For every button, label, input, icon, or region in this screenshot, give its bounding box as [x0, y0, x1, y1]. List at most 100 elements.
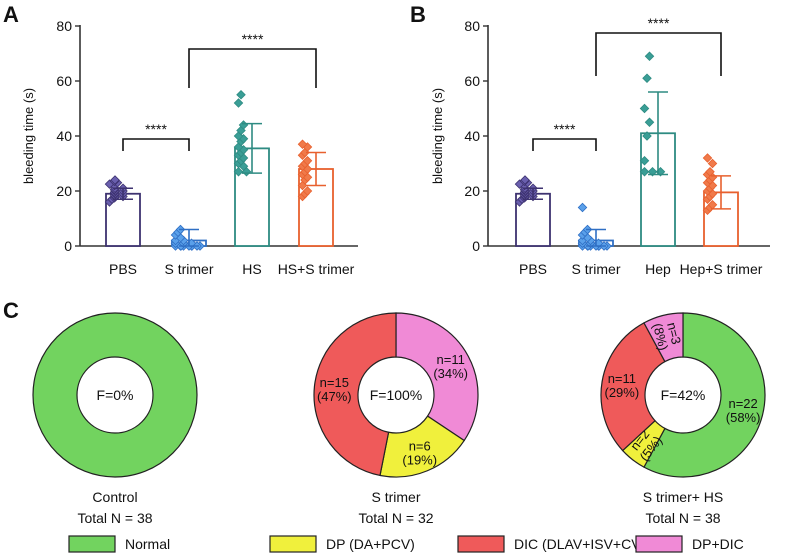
slice-label: n=15(47%)	[317, 375, 352, 404]
donut-slice	[600, 322, 666, 452]
slice-label: n=3(8%)	[650, 321, 684, 352]
donut-2: n=22(58%)n=2(5%)n=11(29%)n=3(8%)F=42%S t…	[600, 312, 766, 526]
significance-label: ****	[242, 31, 264, 47]
x-tick-label: S trimer	[165, 261, 214, 277]
slice-pct-label: (47%)	[317, 389, 352, 404]
panel-letter: C	[3, 298, 19, 323]
y-tick-label: 60	[56, 73, 72, 89]
panel-c-legend: Normal DP (DA+PCV) DIC (DLAV+ISV+CVP) DP+DI…	[68, 535, 744, 553]
slice-pct-label: (19%)	[402, 452, 437, 467]
data-point	[236, 89, 246, 100]
bar-0	[105, 192, 141, 247]
y-tick-label: 80	[56, 18, 72, 34]
slice-n-label: n=3	[664, 321, 684, 346]
x-tick-label: S trimer	[572, 261, 621, 277]
slice-n-label: n=6	[409, 438, 431, 453]
slice-label: n=11(29%)	[605, 371, 640, 400]
significance-label: ****	[648, 15, 670, 31]
donut-center-label: F=0%	[97, 387, 134, 403]
legend-label: DIC (DLAV+ISV+CVP)	[514, 536, 655, 552]
data-point	[642, 73, 652, 84]
donut-total: Total N = 38	[77, 510, 152, 526]
slice-label: n=11(34%)	[433, 352, 468, 381]
donut-center-label: F=42%	[661, 387, 706, 403]
data-point	[639, 155, 650, 166]
slice-label: n=6(19%)	[402, 438, 437, 467]
slice-pct-label: (29%)	[605, 385, 640, 400]
y-tick-label: 20	[56, 183, 72, 199]
donut-total: Total N = 38	[645, 510, 720, 526]
y-tick-label: 40	[464, 128, 480, 144]
donut-center-label: F=100%	[370, 387, 423, 403]
x-tick-label: PBS	[519, 261, 547, 277]
y-tick-label: 80	[464, 18, 480, 34]
data-point	[233, 98, 244, 108]
y-tick-label: 60	[464, 73, 480, 89]
data-point	[302, 155, 313, 166]
data-point	[639, 166, 650, 177]
slice-n-label: n=15	[320, 375, 349, 390]
donut-title: S trimer	[372, 489, 421, 505]
donut-0: F=0% Control Total N = 38	[32, 312, 198, 526]
donut-1: n=11(34%) n=6(19%) n=15(47%) F=100% S trimer…	[313, 312, 479, 526]
y-tick-label: 20	[464, 183, 480, 199]
legend-label: Normal	[125, 536, 170, 552]
data-point	[702, 153, 713, 163]
data-point	[707, 158, 718, 169]
slice-pct-label: (58%)	[726, 410, 761, 425]
data-point	[644, 117, 655, 128]
significance-bracket	[595, 32, 722, 76]
x-tick-label: Hep+S trimer	[680, 261, 763, 277]
donut-title: Control	[92, 489, 137, 505]
y-tick-label: 0	[64, 238, 72, 254]
panel-letter: A	[3, 2, 19, 27]
significance-bracket	[532, 138, 597, 151]
data-point	[297, 139, 308, 150]
significance-bracket	[188, 48, 317, 88]
data-point	[639, 103, 650, 114]
slice-n-label: n=11	[608, 371, 636, 386]
donut-outline	[32, 312, 198, 478]
y-axis-label: bleeding time (s)	[430, 88, 445, 184]
y-axis-label: bleeding time (s)	[21, 88, 36, 184]
donut-slice	[643, 312, 684, 363]
y-tick-label: 0	[472, 238, 480, 254]
data-point	[302, 186, 313, 196]
data-point	[642, 131, 652, 141]
x-tick-label: Hep	[645, 261, 671, 277]
slice-n-label: n=11	[437, 352, 465, 367]
significance-label: ****	[145, 121, 167, 137]
data-point	[705, 166, 715, 177]
donut-title: S trimer+ HS	[643, 489, 724, 505]
data-point	[233, 166, 244, 177]
panel-letter: B	[410, 2, 426, 27]
slice-n-label: n=22	[728, 396, 757, 411]
donut-total: Total N = 32	[358, 510, 433, 526]
x-tick-label: HS+S trimer	[278, 261, 355, 277]
donut-slice	[643, 312, 766, 478]
significance-label: ****	[554, 121, 576, 137]
donut-slice	[313, 312, 397, 477]
data-point	[110, 175, 120, 185]
slice-pct-label: (34%)	[433, 366, 468, 381]
x-tick-label: HS	[242, 261, 261, 277]
legend-swatch	[269, 535, 317, 553]
donut-slice	[395, 312, 479, 442]
x-tick-label: PBS	[109, 261, 137, 277]
legend-label: DP+DIC	[692, 536, 744, 552]
donut-outline	[76, 356, 154, 434]
legend-swatch	[457, 535, 505, 553]
donut-slice	[33, 313, 197, 477]
legend-label: DP (DA+PCV)	[326, 536, 415, 552]
slice-pct-label: (8%)	[650, 322, 671, 352]
data-point	[577, 202, 588, 213]
slice-label: n=22(58%)	[726, 396, 761, 425]
legend-swatch	[635, 535, 683, 553]
data-point	[520, 175, 530, 185]
data-point	[644, 51, 655, 62]
significance-bracket	[122, 138, 190, 151]
y-tick-label: 40	[56, 128, 72, 144]
